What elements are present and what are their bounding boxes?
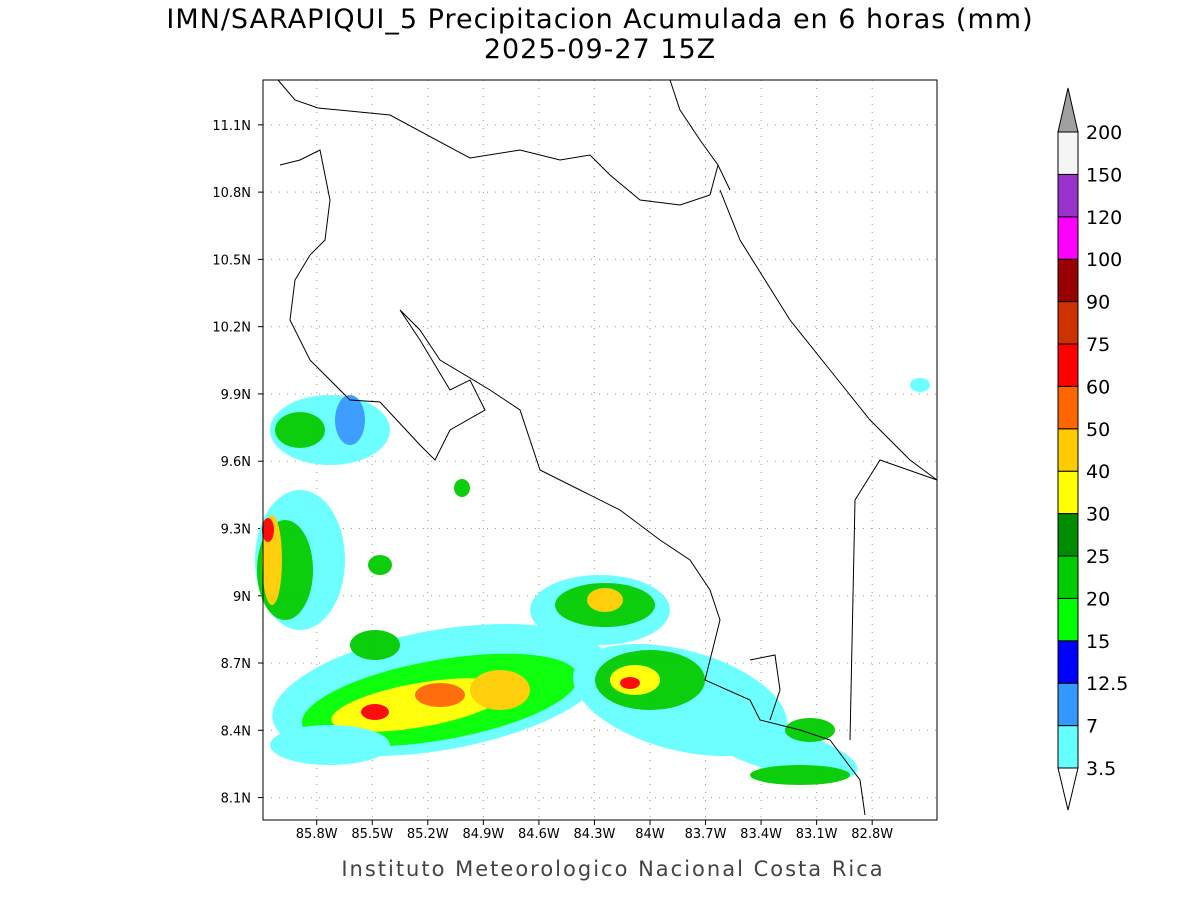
lon-tick-label: 85.2W	[407, 827, 449, 842]
colorbar-box	[1057, 258, 1079, 303]
lon-tick-label: 84.3W	[574, 827, 616, 842]
colorbar-box	[1057, 513, 1079, 557]
lat-tick-label: 10.8N	[212, 186, 251, 201]
lat-tick-label: 9.9N	[221, 388, 251, 403]
colorbar-label: 15	[1086, 631, 1110, 653]
colorbar-label: 50	[1086, 419, 1110, 441]
lon-tick-label: 83.1W	[796, 827, 838, 842]
colorbar-label: 12.5	[1086, 673, 1128, 695]
colorbar-label: 150	[1086, 164, 1122, 186]
colorbar-label: 20	[1086, 588, 1110, 610]
colorbar-box	[1057, 428, 1079, 472]
colorbar-box	[1057, 725, 1079, 769]
colorbar-label: 30	[1086, 504, 1110, 526]
lon-tick-label: 84W	[635, 827, 665, 842]
colorbar-box	[1057, 131, 1079, 175]
colorbar-box	[1057, 301, 1079, 345]
colorbar-box	[1057, 343, 1079, 387]
colorbar-label: 75	[1086, 334, 1110, 356]
colorbar-box	[1057, 470, 1079, 515]
lat-tick-label: 9.3N	[221, 522, 251, 537]
lat-tick-label: 9.6N	[221, 455, 251, 470]
colorbar-box	[1057, 597, 1079, 642]
colorbar-label: 60	[1086, 376, 1110, 398]
map-frame	[262, 79, 938, 821]
colorbar-box	[1057, 216, 1079, 260]
colorbar-label: 7	[1086, 716, 1098, 738]
colorbar-over	[1057, 87, 1079, 133]
coastline	[277, 79, 938, 816]
lon-tick-label: 84.6W	[518, 827, 560, 842]
colorbar-box	[1057, 555, 1079, 599]
lat-tick-label: 10.2N	[212, 321, 251, 336]
colorbar-label: 100	[1086, 249, 1122, 271]
colorbar-box	[1057, 385, 1079, 430]
lon-tick-label: 85.5W	[351, 827, 393, 842]
lon-tick-label: 85.8W	[296, 827, 338, 842]
lat-tick-label: 8.4N	[221, 724, 251, 739]
lon-tick-label: 83.4W	[740, 827, 782, 842]
colorbar-label: 90	[1086, 292, 1110, 314]
colorbar-label: 3.5	[1086, 758, 1116, 780]
colorbar-label: 40	[1086, 461, 1110, 483]
title: IMN/SARAPIQUI_5 Precipitacion Acumulada …	[166, 4, 1033, 35]
subtitle: 2025-09-27 15Z	[484, 34, 716, 65]
colorbar-box	[1057, 682, 1079, 727]
lat-tick-label: 10.5N	[212, 253, 251, 268]
colorbar-box	[1057, 640, 1079, 684]
colorbar-label: 25	[1086, 546, 1110, 568]
colorbar-under	[1057, 767, 1079, 811]
colorbar-label: 120	[1086, 207, 1122, 229]
lon-tick-label: 82.8W	[851, 827, 893, 842]
colorbar-label: 200	[1086, 122, 1122, 144]
precipitation-field	[255, 378, 930, 785]
lat-tick-label: 11.1N	[212, 119, 251, 134]
colorbar-box	[1057, 173, 1079, 218]
footer: Instituto Meteorologico Nacional Costa R…	[341, 857, 884, 881]
lat-tick-label: 8.7N	[221, 657, 251, 672]
colorbar: 3.5 7 12.5 15 20 25 30 40 50 60 75 90 100 120 150 200	[1057, 87, 1128, 811]
lon-tick-label: 83.7W	[685, 827, 727, 842]
lat-tick-label: 9N	[233, 590, 251, 605]
lon-tick-label: 84.9W	[462, 827, 504, 842]
lat-tick-label: 8.1N	[221, 792, 251, 807]
